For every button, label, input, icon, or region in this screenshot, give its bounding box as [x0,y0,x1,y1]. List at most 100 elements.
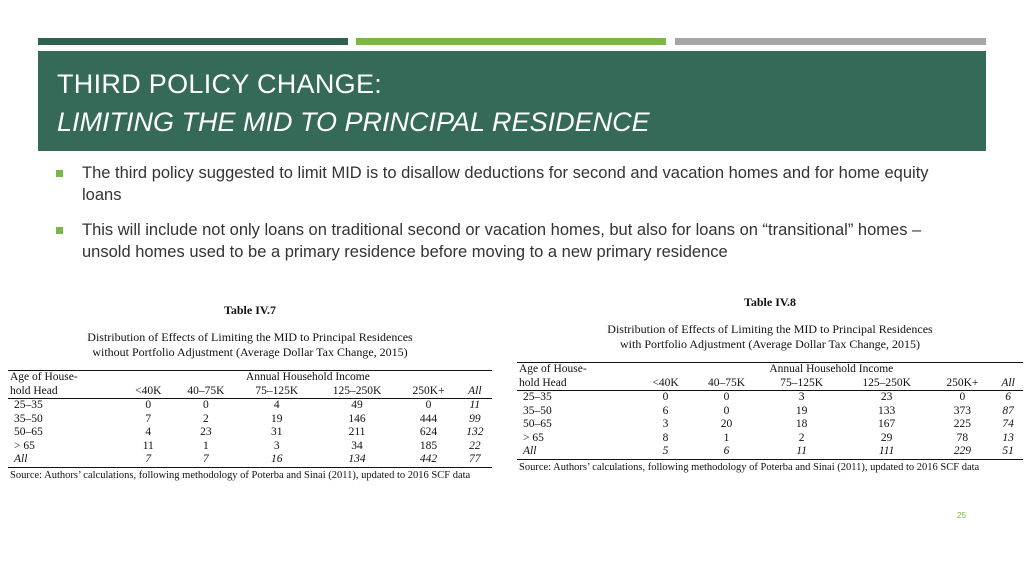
table-cell: 51 [1002,445,1014,457]
table-caption: Distribution of Effects of Limiting the … [517,322,1023,352]
table-row: > 65 11 1 3 34 185 22 [8,440,492,454]
table-cell: 19 [795,404,808,417]
column-header: 250K+ [412,384,445,397]
column-header: 75–125K [255,384,299,397]
table-cell: 99 [469,412,481,425]
table-cell: 0 [425,399,432,411]
table-cell: 167 [877,418,896,430]
table-cell: 8 [662,431,669,444]
table-cell: 373 [953,404,971,417]
table-cell: 19 [271,412,283,425]
row-label: 50–65 [14,426,43,438]
table-title: Table IV.7 [223,303,277,317]
table-cell: 23 [880,391,893,403]
table-row: 35–50 7 2 19 146 444 99 [8,413,492,427]
table-cell: 225 [953,418,971,430]
table-cell: 0 [959,391,966,403]
table-cell: 74 [1002,418,1014,430]
slide-subtitle: LIMITING THE MID TO PRINCIPAL RESIDENCE [57,107,650,137]
row-header: hold Head [10,384,58,397]
accent-bar-dark-green [38,38,348,45]
table-cell: 23 [200,426,212,438]
table-cell: 18 [795,418,808,430]
table-caption: Distribution of Effects of Limiting the … [8,330,492,360]
table-cell: 34 [351,439,363,452]
column-header: <40K [652,376,679,389]
slide-title: THIRD POLICY CHANGE: [57,69,383,99]
column-header: 40–75K [187,384,225,397]
table-cell: 185 [419,439,438,452]
caption-line: without Portfolio Adjustment (Average Do… [92,345,408,359]
table-cell: 22 [469,439,481,452]
table-cell: 444 [419,412,438,425]
table-cell: 229 [953,445,971,457]
table-row: 25–35 0 0 4 49 0 11 [8,399,492,413]
table-cell: 29 [880,431,893,444]
table-cell: 87 [1002,404,1014,417]
table-cell: 0 [723,404,730,417]
table-cell: 6 [723,445,730,457]
row-label: 35–50 [14,412,43,425]
table-row: 35–50 6 0 19 133 373 87 [517,405,1023,419]
table-cell: 1 [723,431,730,444]
column-header: 75–125K [780,376,824,389]
row-header: Age of House- [10,371,78,383]
table-cell: 2 [202,412,209,425]
bullet-item: This will include not only loans on trad… [56,219,966,263]
table-title: Table IV.8 [743,295,797,309]
table-cell: 0 [723,391,730,403]
row-header: hold Head [519,376,567,389]
table-cell: 2 [798,431,805,444]
table-cell: 0 [145,399,152,411]
accent-bar-gray [675,38,986,45]
table-cell: 11 [142,439,154,452]
group-header: Annual Household Income [245,371,370,383]
data-table: Age of House- Annual Household Income ho… [517,362,1023,460]
bullet-item: The third policy suggested to limit MID … [56,162,966,206]
row-label: > 65 [523,431,544,444]
table-cell: 132 [466,426,484,438]
table-cell: 11 [469,399,481,411]
table-cell: 20 [720,418,733,430]
table-cell: 31 [271,426,283,438]
bullet-text: This will include not only loans on trad… [82,221,922,261]
table-source-note: Source: Authors’ calculations, following… [519,461,980,473]
table-cell: 49 [351,399,363,411]
table-row: > 65 8 1 2 29 78 13 [517,432,1023,446]
table-cell: 4 [145,426,152,438]
table-cell: 146 [348,412,366,425]
caption-line: with Portfolio Adjustment (Average Dolla… [620,337,920,351]
table-cell: 111 [878,445,895,457]
table-cell: 16 [271,453,283,465]
table-row: 50–65 3 20 18 167 225 74 [517,418,1023,432]
accent-bar-light-green [356,38,666,45]
table-cell: 3 [798,391,805,403]
row-label: 25–35 [523,391,552,403]
table-cell: 78 [956,431,969,444]
square-bullet-icon [56,227,63,234]
table-row: 25–35 0 0 3 23 0 6 [517,391,1023,405]
column-header: All [468,384,482,397]
column-header: 125–250K [862,376,911,389]
table-cell: 6 [662,404,669,417]
slide-title-banner: THIRD POLICY CHANGE: LIMITING THE MID TO… [38,51,986,151]
table-cell: 442 [419,453,438,465]
square-bullet-icon [56,170,63,177]
row-label: All [14,453,28,465]
table-cell: 5 [662,445,669,457]
table-row-total: All 7 7 16 134 442 77 [8,453,492,467]
table-cell: 624 [419,426,438,438]
table-cell: 7 [145,453,152,465]
table-cell: 3 [273,439,280,452]
table-iv7: Table IV.7 Distribution of Effects of Li… [8,303,492,481]
table-cell: 11 [796,445,807,457]
column-header: All [1001,376,1015,389]
column-header: 250K+ [946,376,979,389]
table-cell: 7 [145,412,152,425]
table-row-total: All 5 6 11 111 229 51 [517,445,1023,459]
table-cell: 1 [202,439,209,452]
row-label: All [523,445,537,457]
column-header: 125–250K [332,384,382,397]
table-cell: 6 [1005,391,1011,403]
table-cell: 0 [662,391,669,403]
